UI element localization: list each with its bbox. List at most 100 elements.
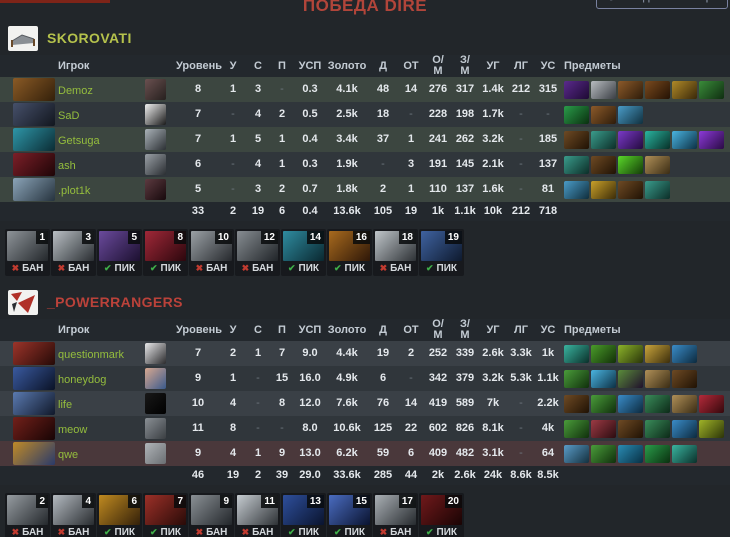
item-icon[interactable] [618,394,643,413]
team-name[interactable]: SKOROVATI [47,30,132,46]
draft-hero-cell[interactable]: 19 ✔ ПИК [419,229,464,276]
hero-portrait[interactable] [13,103,55,126]
hero-portrait[interactable] [13,78,55,101]
hero-portrait[interactable] [13,178,55,201]
item-icon[interactable] [618,180,643,199]
player-name-link[interactable]: questionmark [58,348,125,361]
item-icon[interactable] [672,444,697,463]
draft-hero-cell[interactable]: 10 ✖ БАН [189,229,234,276]
player-avatar[interactable] [145,179,166,200]
item-icon[interactable] [699,419,724,438]
item-icon[interactable] [699,130,724,149]
item-icon[interactable] [618,344,643,363]
item-icon[interactable] [645,419,670,438]
item-icon[interactable] [672,369,697,388]
player-avatar[interactable] [145,104,166,125]
item-icon[interactable] [564,419,589,438]
draft-hero-cell[interactable]: 1 ✖ БАН [5,229,50,276]
item-icon[interactable] [591,419,616,438]
draft-hero-cell[interactable]: 8 ✔ ПИК [143,229,188,276]
hero-portrait[interactable] [13,367,55,390]
player-avatar[interactable] [145,418,166,439]
item-icon[interactable] [699,80,724,99]
item-icon[interactable] [564,444,589,463]
item-icon[interactable] [564,130,589,149]
player-name-link[interactable]: life [58,398,73,411]
item-icon[interactable] [591,444,616,463]
item-icon[interactable] [699,394,724,413]
item-icon[interactable] [618,130,643,149]
player-name-link[interactable]: .plot1k [58,184,91,197]
draft-hero-cell[interactable]: 3 ✖ БАН [51,229,96,276]
draft-hero-cell[interactable]: 9 ✖ БАН [189,493,234,537]
item-icon[interactable] [645,80,670,99]
item-icon[interactable] [591,80,616,99]
draft-hero-cell[interactable]: 4 ✖ БАН [51,493,96,537]
item-icon[interactable] [564,180,589,199]
draft-hero-cell[interactable]: 12 ✖ БАН [235,229,280,276]
item-icon[interactable] [672,80,697,99]
draft-hero-cell[interactable]: 15 ✔ ПИК [327,493,372,537]
player-avatar[interactable] [145,154,166,175]
replay-wait-button[interactable]: ↻ Ожидание повтора [596,0,728,9]
draft-hero-cell[interactable]: 5 ✔ ПИК [97,229,142,276]
item-icon[interactable] [618,80,643,99]
player-name-link[interactable]: meow [58,423,88,436]
player-name-link[interactable]: Getsuga [58,134,100,147]
item-icon[interactable] [645,444,670,463]
draft-hero-cell[interactable]: 18 ✖ БАН [373,229,418,276]
draft-hero-cell[interactable]: 14 ✔ ПИК [281,229,326,276]
hero-portrait[interactable] [13,442,55,465]
item-icon[interactable] [564,105,589,124]
draft-hero-cell[interactable]: 13 ✔ ПИК [281,493,326,537]
item-icon[interactable] [564,369,589,388]
item-icon[interactable] [672,130,697,149]
hero-portrait[interactable] [13,392,55,415]
item-icon[interactable] [591,394,616,413]
item-icon[interactable] [618,369,643,388]
item-icon[interactable] [672,419,697,438]
player-avatar[interactable] [145,129,166,150]
item-icon[interactable] [618,155,643,174]
draft-hero-cell[interactable]: 16 ✔ ПИК [327,229,372,276]
player-name-link[interactable]: SaD [58,109,80,122]
item-icon[interactable] [591,180,616,199]
item-icon[interactable] [591,155,616,174]
player-name-link[interactable]: honeydog [58,373,107,386]
player-avatar[interactable] [145,343,166,364]
draft-hero-cell[interactable]: 17 ✖ БАН [373,493,418,537]
item-icon[interactable] [591,105,616,124]
hero-portrait[interactable] [13,342,55,365]
item-icon[interactable] [618,105,643,124]
item-icon[interactable] [564,394,589,413]
item-icon[interactable] [564,80,589,99]
draft-hero-cell[interactable]: 20 ✔ ПИК [419,493,464,537]
item-icon[interactable] [618,444,643,463]
player-name-link[interactable]: Demoz [58,84,93,97]
item-icon[interactable] [564,155,589,174]
item-icon[interactable] [645,344,670,363]
item-icon[interactable] [645,369,670,388]
draft-hero-cell[interactable]: 6 ✔ ПИК [97,493,142,537]
draft-hero-cell[interactable]: 2 ✖ БАН [5,493,50,537]
player-name-link[interactable]: ash [58,159,76,172]
player-avatar[interactable] [145,79,166,100]
item-icon[interactable] [591,369,616,388]
hero-portrait[interactable] [13,153,55,176]
item-icon[interactable] [672,394,697,413]
player-avatar[interactable] [145,443,166,464]
team-logo-bed-icon[interactable] [8,25,38,51]
item-icon[interactable] [591,130,616,149]
item-icon[interactable] [564,344,589,363]
item-icon[interactable] [618,419,643,438]
item-icon[interactable] [645,180,670,199]
team-logo-powerrangers-icon[interactable] [8,289,38,315]
item-icon[interactable] [645,130,670,149]
item-icon[interactable] [645,394,670,413]
team-name[interactable]: _POWERRANGERS [47,294,183,310]
hero-portrait[interactable] [13,417,55,440]
item-icon[interactable] [645,155,670,174]
player-avatar[interactable] [145,368,166,389]
item-icon[interactable] [591,344,616,363]
item-icon[interactable] [672,344,697,363]
